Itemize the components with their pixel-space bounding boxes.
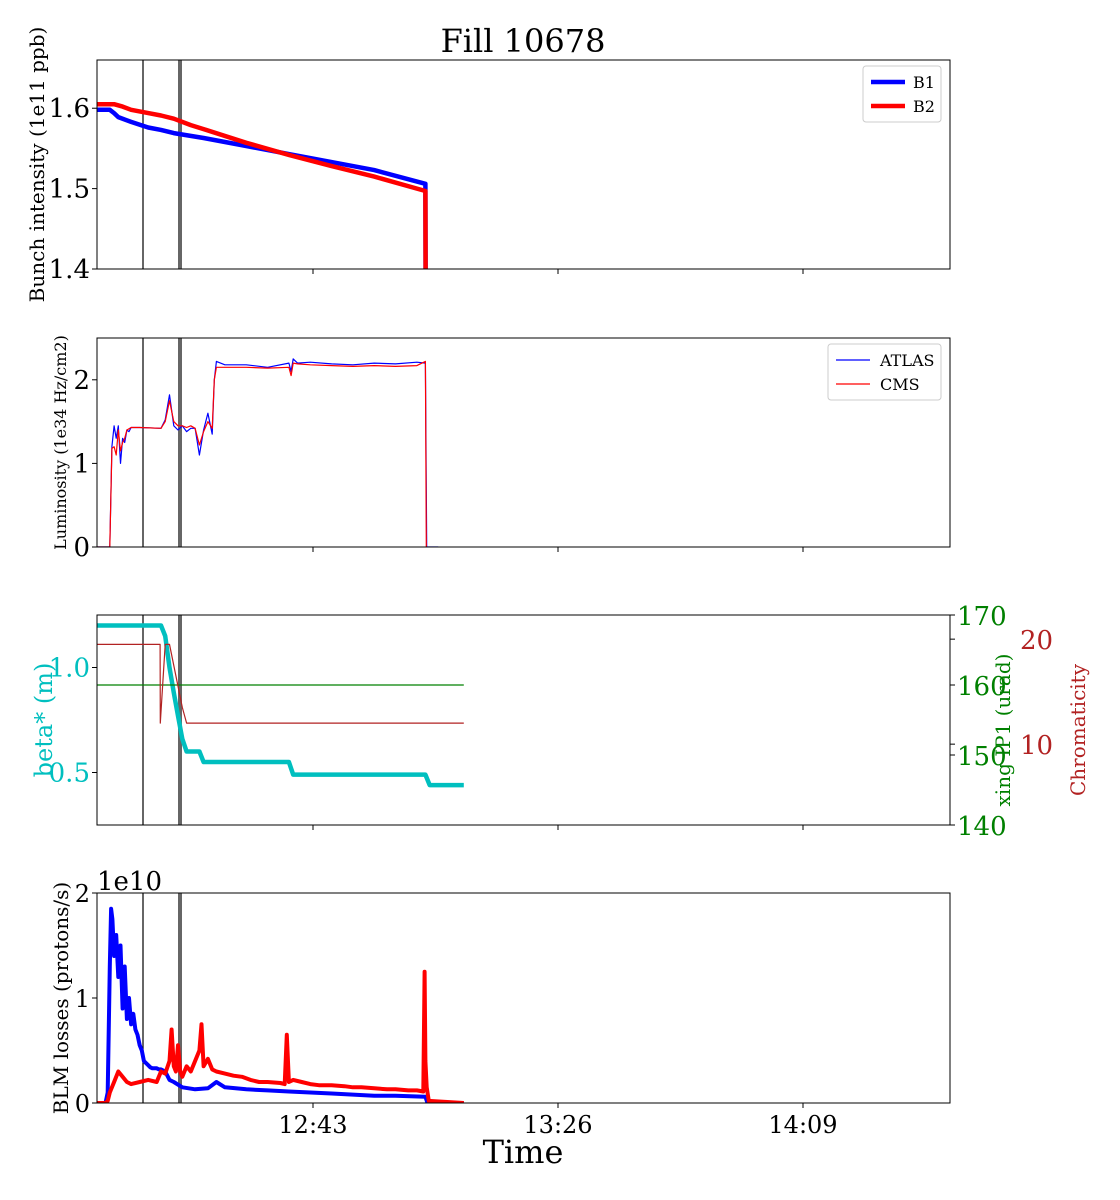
legend-label: CMS [880,375,920,394]
y-tick-label: 1 [75,985,90,1013]
series-line-b1 [97,906,464,1103]
y-axis-label: BLM losses (protons/s) [49,882,73,1114]
series-line-b1 [97,107,428,269]
axes-frame [96,614,951,826]
plot-area [97,60,428,269]
y-tick-label: 0 [75,1090,90,1118]
y-axis-label: Bunch intensity (1e11 ppb) [25,27,49,303]
y-right2-tick-label: 20 [1020,626,1053,656]
legend-label: ATLAS [879,351,935,370]
series-line-atlas [97,358,439,547]
y-tick-label: 0 [73,533,90,563]
series-line-b2 [97,101,428,269]
series-line-beta- [97,623,464,788]
series-line-chromaticity [97,643,464,724]
legend-label: B2 [913,97,935,116]
y-tick-label: 2 [73,366,90,396]
y-right-tick-label: 170 [957,602,1007,632]
legend: ATLAS CMS [827,343,942,401]
y-axis-label: Luminosity (1e34 Hz/cm2) [51,335,70,550]
y-right-tick-label: 150 [957,742,1007,772]
x-tick-label: 13:26 [523,1111,592,1139]
x-tick-label: 12:43 [278,1111,347,1139]
axes-frame [96,892,951,1104]
y-tick-label: 1.5 [49,175,90,205]
y-tick-label: 1.6 [49,94,90,124]
y-offset-label: 1e10 [97,867,162,897]
y-right-tick-label: 140 [957,812,1007,842]
y-axis-label: beta* (m) [30,663,58,778]
plot-area [97,893,464,1103]
figure-title: Fill 10678 [441,22,606,60]
y-right2-axis-label: Chromaticity [1066,663,1090,796]
x-axis-label: Time [483,1133,564,1171]
series-line-cms [97,360,427,547]
y-tick-label: 1.0 [49,654,90,684]
y-tick-label: 0.5 [49,759,90,789]
y-right2-tick-label: 10 [1020,731,1053,761]
legend-label: B1 [913,73,935,92]
axes-frame [96,337,951,548]
y-tick-label: 1.4 [49,255,90,285]
legend-frame [827,343,942,401]
y-right-axis-label: xing IP1 (urad) [991,654,1015,807]
plot-area [97,338,439,547]
y-tick-label: 1 [73,449,90,479]
y-tick-label: 2 [75,880,90,908]
plot-area [97,615,464,825]
axes-frame [96,59,951,270]
x-tick-label: 14:09 [768,1111,837,1139]
series-line-b2 [97,969,464,1103]
y-right-tick-label: 160 [957,672,1007,702]
